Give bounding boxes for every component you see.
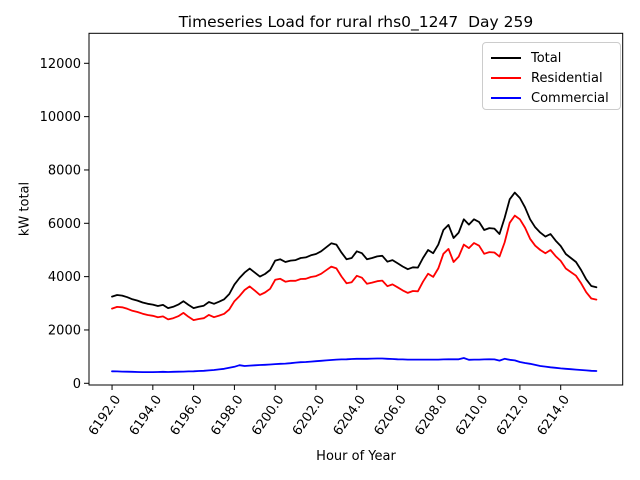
x-tick-label: 6196.0 [168, 393, 206, 439]
x-tick-label: 6214.0 [535, 393, 573, 439]
x-tick-label: 6200.0 [249, 393, 287, 439]
y-tick-label: 10000 [40, 110, 81, 125]
legend: Total Residential Commercial [482, 42, 621, 110]
x-tick-label: 6208.0 [412, 393, 450, 439]
y-tick-label: 4000 [48, 270, 81, 285]
x-tick-label: 6202.0 [290, 393, 328, 439]
series-lines [111, 191, 598, 374]
legend-label-residential: Residential [531, 70, 603, 86]
chart-title: Timeseries Load for rural rhs0_1247 Day … [178, 13, 534, 31]
y-axis-label: kW total [17, 181, 33, 237]
y-tick-label: 8000 [48, 163, 81, 178]
y-tick-label: 6000 [48, 217, 81, 232]
residential-line-sample-icon [491, 77, 521, 79]
x-tick-label: 6194.0 [127, 393, 165, 439]
x-tick-label: 6210.0 [453, 393, 491, 439]
series-line-residential [111, 214, 598, 322]
x-tick-label: 6192.0 [86, 393, 124, 439]
axis-ticks: 6192.0 6194.0 6196.0 6198.0 6200.0 6202.0 6204… [40, 57, 573, 439]
series-line-commercial [111, 357, 598, 374]
total-line-sample-icon [491, 57, 521, 59]
legend-label-commercial: Commercial [531, 90, 609, 106]
legend-label-total: Total [531, 50, 562, 66]
x-axis-label: Hour of Year [316, 449, 396, 464]
legend-item-total: Total [491, 48, 620, 68]
commercial-line-sample-icon [491, 97, 521, 99]
x-tick-label: 6204.0 [331, 393, 369, 439]
legend-item-commercial: Commercial [491, 88, 620, 108]
legend-item-residential: Residential [491, 68, 620, 88]
x-tick-label: 6212.0 [494, 393, 532, 439]
x-tick-label: 6206.0 [371, 393, 409, 439]
y-tick-label: 0 [73, 377, 81, 392]
series-line-total [111, 191, 598, 310]
plot-border [88, 32, 624, 386]
x-tick-label: 6198.0 [208, 393, 246, 439]
y-tick-label: 2000 [48, 323, 81, 338]
y-tick-label: 12000 [40, 57, 81, 72]
